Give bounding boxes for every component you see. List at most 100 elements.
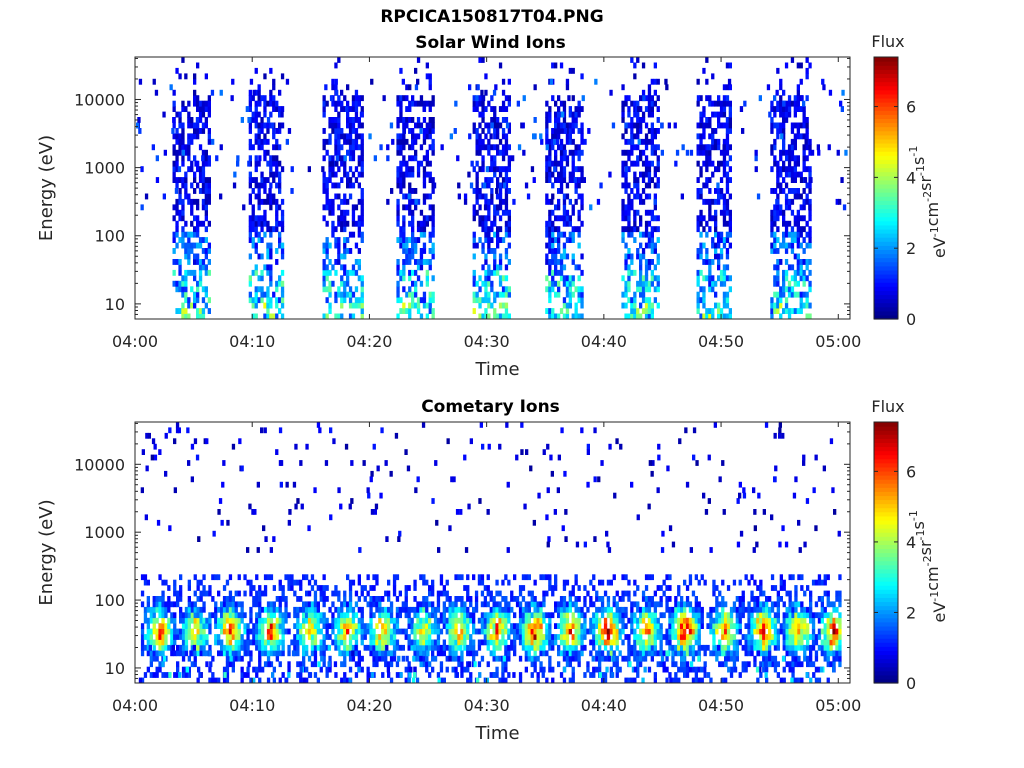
- heatmap-cell: [296, 596, 300, 602]
- heatmap-cell: [196, 128, 200, 134]
- heatmap-cell: [414, 248, 418, 254]
- heatmap-cell: [641, 138, 646, 145]
- heatmap-cell: [793, 171, 797, 178]
- heatmap-cell: [639, 313, 643, 320]
- heatmap-cell: [346, 677, 350, 684]
- heatmap-cell: [184, 193, 188, 200]
- heatmap-cell: [782, 144, 786, 151]
- heatmap-cell: [269, 100, 273, 107]
- heatmap-cell: [325, 220, 329, 227]
- heatmap-cell: [633, 617, 637, 624]
- heatmap-cell: [799, 193, 803, 200]
- heatmap-cell: [351, 606, 356, 613]
- heatmap-cell: [310, 585, 315, 591]
- heatmap-cell: [483, 585, 487, 591]
- heatmap-cell: [466, 596, 470, 602]
- heatmap-cell: [633, 601, 637, 608]
- heatmap-cell: [257, 133, 261, 140]
- heatmap-cell: [493, 144, 497, 151]
- heatmap-cell: [600, 639, 605, 646]
- heatmap-cell: [650, 78, 654, 85]
- heatmap-cell: [603, 617, 608, 624]
- heatmap-cell: [787, 188, 792, 194]
- heatmap-cell: [600, 650, 605, 657]
- heatmap-cell: [302, 661, 306, 668]
- heatmap-cell: [411, 242, 415, 249]
- heatmap-cell: [357, 248, 361, 254]
- heatmap-cell: [498, 628, 502, 635]
- heatmap-cell: [334, 585, 338, 591]
- heatmap-cell: [313, 634, 318, 640]
- heatmap-cell: [665, 84, 669, 91]
- heatmap-cell: [325, 275, 329, 282]
- heatmap-cell: [615, 617, 619, 624]
- heatmap-cell: [184, 672, 189, 678]
- heatmap-cell: [498, 188, 503, 194]
- heatmap-cell: [257, 275, 261, 282]
- heatmap-cell: [580, 302, 584, 309]
- heatmap-cell: [357, 579, 361, 586]
- heatmap-cell: [269, 644, 274, 651]
- heatmap-cell: [260, 117, 264, 123]
- heatmap-cell: [425, 259, 429, 265]
- heatmap-cell: [275, 259, 279, 265]
- heatmap-cell: [630, 259, 634, 265]
- heatmap-cell: [624, 95, 628, 102]
- heatmap-cell: [322, 639, 326, 646]
- heatmap-cell: [472, 209, 476, 216]
- heatmap-cell: [624, 226, 628, 233]
- heatmap-cell: [504, 209, 509, 216]
- heatmap-cell: [431, 128, 435, 134]
- heatmap-cell: [343, 634, 347, 640]
- heatmap-cell: [536, 634, 540, 640]
- heatmap-cell: [644, 308, 649, 314]
- heatmap-cell: [793, 122, 797, 129]
- heatmap-cell: [363, 596, 367, 602]
- heatmap-cell: [187, 248, 191, 254]
- heatmap-cell: [493, 133, 497, 140]
- heatmap-cell: [178, 269, 182, 276]
- heatmap-cell: [496, 182, 500, 189]
- heatmap-cell: [705, 220, 709, 227]
- heatmap-cell: [790, 171, 795, 178]
- heatmap-cell: [322, 188, 326, 194]
- heatmap-cell: [554, 574, 558, 581]
- heatmap-cell: [328, 308, 332, 314]
- heatmap-cell: [644, 182, 649, 189]
- heatmap-cell: [627, 220, 631, 227]
- heatmap-cell: [190, 242, 194, 249]
- heatmap-cell: [146, 617, 150, 624]
- heatmap-cell: [548, 231, 552, 238]
- heatmap-cell: [630, 149, 634, 156]
- heatmap-cell: [425, 73, 429, 80]
- heatmap-cell: [431, 122, 435, 129]
- heatmap-cell: [539, 639, 543, 646]
- heatmap-cell: [402, 302, 406, 309]
- heatmap-cell: [269, 623, 274, 629]
- heatmap-cell: [636, 209, 640, 216]
- heatmap-cell: [448, 639, 452, 646]
- heatmap-cell: [263, 198, 267, 205]
- heatmap-cell: [322, 661, 326, 668]
- heatmap-cell: [554, 204, 558, 211]
- heatmap-cell: [559, 612, 564, 619]
- heatmap-cell: [313, 606, 318, 613]
- heatmap-cell: [639, 650, 643, 657]
- heatmap-cell: [337, 628, 341, 635]
- heatmap-cell: [202, 601, 206, 608]
- heatmap-cell: [293, 634, 297, 640]
- heatmap-cell: [577, 623, 581, 629]
- heatmap-cell: [346, 149, 350, 156]
- heatmap-cell: [551, 677, 555, 684]
- heatmap-cell: [539, 666, 543, 673]
- heatmap-cell: [533, 628, 537, 635]
- heatmap-cell: [325, 264, 329, 271]
- heatmap-cell: [554, 100, 558, 107]
- heatmap-cell: [705, 122, 709, 129]
- heatmap-cell: [419, 650, 423, 657]
- heatmap-cell: [486, 601, 490, 608]
- heatmap-cell: [489, 606, 493, 613]
- heatmap-cell: [419, 628, 423, 635]
- heatmap-cell: [484, 106, 488, 112]
- heatmap-cell: [155, 666, 159, 673]
